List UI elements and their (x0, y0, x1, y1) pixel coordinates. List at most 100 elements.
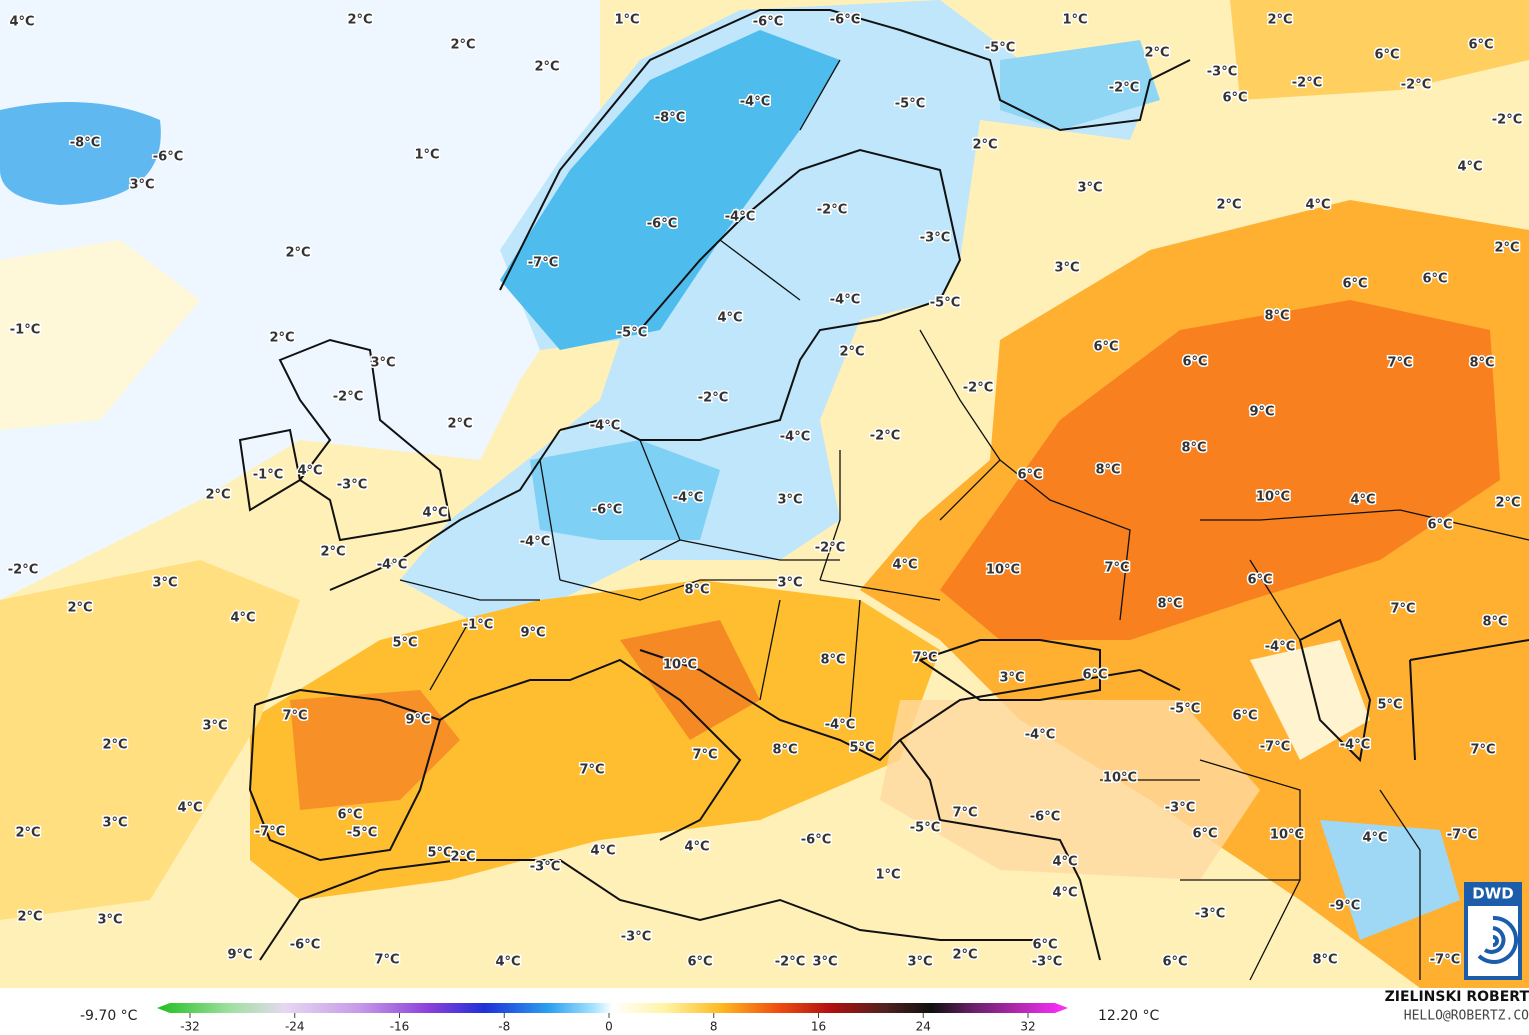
temperature-label: 8°C (1157, 597, 1182, 612)
temperature-label: 3°C (152, 576, 177, 591)
temperature-label: 6°C (1082, 668, 1107, 683)
temperature-label: 2°C (17, 910, 42, 925)
temperature-label: 6°C (1342, 277, 1367, 292)
temperature-label: 3°C (370, 356, 395, 371)
temperature-label: 8°C (1095, 463, 1120, 478)
temperature-label: 2°C (205, 488, 230, 503)
temperature-label: -3°C (530, 860, 560, 875)
tick-label: 0 (605, 1020, 613, 1034)
temperature-labels: 4°C 2°C 1°C -6°C -6°C 1°C 2°C 2°C -5°C 2°C 6°C 6°C 2… (6, 11, 1523, 971)
temperature-label: 2°C (447, 417, 472, 432)
temperature-label: 4°C (1457, 160, 1482, 175)
temperature-label: -6°C (647, 217, 677, 232)
temperature-label: 10°C (663, 658, 697, 673)
temperature-label: 9°C (227, 948, 252, 963)
temperature-label: -1°C (10, 323, 40, 338)
temperature-label: 3°C (102, 816, 127, 831)
temperature-label: 8°C (1312, 953, 1337, 968)
legend-ticks: -32 -24 -16 -8 0 8 16 24 32 (180, 1013, 1036, 1034)
coastlines (238, 9, 1529, 961)
temperature-label: -6°C (830, 13, 860, 28)
tick-label: 8 (710, 1020, 718, 1034)
temperature-label: -2°C (815, 541, 845, 556)
temperature-label: 3°C (777, 493, 802, 508)
temperature-label: -1°C (463, 618, 493, 633)
temperature-label: 6°C (1222, 91, 1247, 106)
temperature-label: 4°C (1052, 855, 1077, 870)
temperature-label: -5°C (895, 97, 925, 112)
tick-label: 32 (1020, 1020, 1035, 1034)
temperature-label: -4°C (590, 419, 620, 434)
temperature-label: -5°C (1170, 702, 1200, 717)
temperature-label: -8°C (70, 136, 100, 151)
temperature-label: 6°C (1093, 340, 1118, 355)
temperature-label: 7°C (1104, 561, 1129, 576)
temperature-label: 9°C (520, 626, 545, 641)
temperature-label: -3°C (1195, 907, 1225, 922)
temperature-label: -9°C (1330, 899, 1360, 914)
temperature-label: 7°C (912, 651, 937, 666)
temperature-label: 4°C (590, 844, 615, 859)
temperature-label: 3°C (812, 955, 837, 970)
temperature-label: -5°C (985, 41, 1015, 56)
dwd-logo: DWD (1464, 882, 1522, 980)
temperature-label: 2°C (320, 545, 345, 560)
temperature-label: 6°C (1374, 48, 1399, 63)
temperature-label: 6°C (1232, 709, 1257, 724)
temperature-label: 10°C (1256, 490, 1290, 505)
temperature-label: 2°C (347, 13, 372, 28)
temperature-label: 5°C (427, 846, 452, 861)
temperature-label: 3°C (907, 955, 932, 970)
temperature-label: 7°C (1470, 743, 1495, 758)
temperature-label: 5°C (849, 741, 874, 756)
temperature-label: -6°C (592, 503, 622, 518)
temperature-label: -2°C (8, 563, 38, 578)
borders (399, 59, 1529, 981)
temperature-label: 2°C (269, 331, 294, 346)
temperature-label: -3°C (1165, 801, 1195, 816)
tick-label: -24 (285, 1020, 305, 1034)
temperature-label: -7°C (528, 256, 558, 271)
temperature-label: -4°C (1340, 738, 1370, 753)
color-bar (157, 1003, 1068, 1013)
temperature-label: 4°C (1052, 886, 1077, 901)
temperature-label: -6°C (753, 15, 783, 30)
temperature-label: 7°C (692, 748, 717, 763)
temperature-label: 9°C (405, 713, 430, 728)
legend-max: 12.20 °C (1098, 1008, 1160, 1024)
temperature-label: -2°C (817, 203, 847, 218)
temperature-label: 7°C (579, 763, 604, 778)
temperature-label: 4°C (1362, 831, 1387, 846)
temperature-label: 4°C (892, 558, 917, 573)
temperature-label: 3°C (1077, 181, 1102, 196)
temperature-label: 4°C (422, 506, 447, 521)
temperature-label: 8°C (1469, 356, 1494, 371)
temperature-label: 4°C (297, 464, 322, 479)
temperature-label: 2°C (839, 345, 864, 360)
logo-text: DWD (1472, 885, 1513, 903)
temperature-label: -4°C (520, 535, 550, 550)
temperature-label: 6°C (1247, 573, 1272, 588)
temperature-label: -7°C (1260, 740, 1290, 755)
temperature-label: 4°C (230, 611, 255, 626)
temperature-label: 8°C (772, 743, 797, 758)
temperature-label: 7°C (1387, 356, 1412, 371)
temperature-label: 8°C (684, 583, 709, 598)
temperature-label: -7°C (1447, 828, 1477, 843)
temperature-label: 7°C (952, 806, 977, 821)
temperature-label: -4°C (377, 558, 407, 573)
temperature-label: -6°C (153, 150, 183, 165)
temperature-label: -4°C (1025, 728, 1055, 743)
temperature-label: 8°C (1482, 615, 1507, 630)
temperature-label: 7°C (282, 709, 307, 724)
temperature-label: -2°C (1492, 113, 1522, 128)
tick-label: 16 (811, 1020, 826, 1034)
temperature-label: 2°C (102, 738, 127, 753)
tick-label: -8 (498, 1020, 510, 1034)
temperature-label: -8°C (655, 111, 685, 126)
temperature-label: -4°C (780, 430, 810, 445)
temperature-label: 2°C (1495, 496, 1520, 511)
temperature-label: 2°C (1267, 13, 1292, 28)
temperature-label: 10°C (1270, 828, 1304, 843)
